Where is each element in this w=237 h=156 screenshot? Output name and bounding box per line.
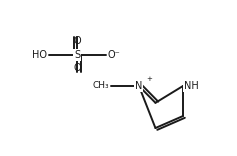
Text: CH₃: CH₃ [93,81,109,90]
Text: N: N [135,81,143,91]
Text: O: O [73,36,81,46]
Text: O⁻: O⁻ [108,50,120,60]
Text: S: S [74,50,80,60]
Text: O: O [73,63,81,73]
Text: NH: NH [184,81,199,91]
Text: HO: HO [32,50,47,60]
Text: +: + [146,76,152,82]
